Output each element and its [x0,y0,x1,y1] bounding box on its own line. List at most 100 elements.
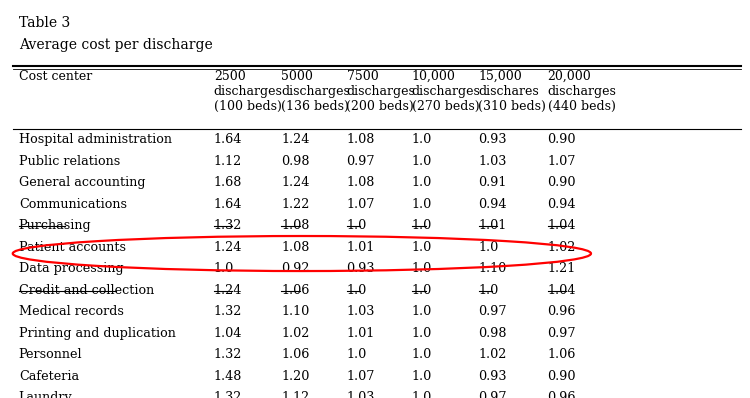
Text: 1.24: 1.24 [281,176,310,189]
Text: 1.0: 1.0 [412,262,432,275]
Text: 0.90: 0.90 [548,133,576,146]
Text: Public relations: Public relations [19,155,120,168]
Text: 1.03: 1.03 [346,305,375,318]
Text: 1.02: 1.02 [281,327,310,340]
Text: Purchasing: Purchasing [19,219,92,232]
Text: Laundry: Laundry [19,391,73,398]
Text: 0.90: 0.90 [548,370,576,383]
Text: 1.02: 1.02 [478,348,507,361]
Text: 1.0: 1.0 [478,241,499,254]
Text: Hospital administration: Hospital administration [19,133,172,146]
Text: 1.02: 1.02 [548,241,576,254]
Text: 1.04: 1.04 [548,284,576,297]
Text: 0.90: 0.90 [548,176,576,189]
Text: 1.08: 1.08 [346,133,375,146]
Text: Medical records: Medical records [19,305,124,318]
Text: 5000: 5000 [281,70,314,83]
Text: 1.0: 1.0 [412,198,432,211]
Text: 1.0: 1.0 [412,305,432,318]
Text: (200 beds): (200 beds) [346,100,414,113]
Text: 1.12: 1.12 [281,391,310,398]
Text: 0.97: 0.97 [346,155,375,168]
Text: discharges: discharges [548,85,616,98]
Text: 7500: 7500 [346,70,378,83]
Text: 1.04: 1.04 [214,327,242,340]
Text: 1.0: 1.0 [412,348,432,361]
Text: General accounting: General accounting [19,176,146,189]
Text: 1.0: 1.0 [412,176,432,189]
Text: 1.0: 1.0 [412,327,432,340]
Text: 1.01: 1.01 [478,219,507,232]
Text: 1.06: 1.06 [281,348,310,361]
Text: 1.64: 1.64 [214,198,242,211]
Text: (440 beds): (440 beds) [548,100,615,113]
Text: 1.24: 1.24 [214,284,242,297]
Text: 1.03: 1.03 [478,155,507,168]
Text: 15,000: 15,000 [478,70,522,83]
Text: Printing and duplication: Printing and duplication [19,327,176,340]
Text: 1.10: 1.10 [281,305,310,318]
Text: 1.64: 1.64 [214,133,242,146]
Text: 1.12: 1.12 [214,155,242,168]
Text: 1.0: 1.0 [214,262,234,275]
Text: 0.98: 0.98 [281,155,310,168]
Text: 10,000: 10,000 [412,70,456,83]
Text: discharges: discharges [214,85,283,98]
Text: 0.92: 0.92 [281,262,310,275]
Text: 20,000: 20,000 [548,70,591,83]
Text: 1.0: 1.0 [346,348,367,361]
Text: 1.08: 1.08 [281,241,310,254]
Text: 1.0: 1.0 [412,219,432,232]
Text: 1.06: 1.06 [281,284,310,297]
Text: 0.94: 0.94 [478,198,507,211]
Text: 1.07: 1.07 [346,198,375,211]
Text: 1.01: 1.01 [346,241,375,254]
Text: Communications: Communications [19,198,127,211]
Text: 2500: 2500 [214,70,245,83]
Text: Average cost per discharge: Average cost per discharge [19,38,212,52]
Text: 1.20: 1.20 [281,370,310,383]
Text: Cost center: Cost center [19,70,92,83]
Text: Credit and collection: Credit and collection [19,284,154,297]
Text: 1.32: 1.32 [214,391,242,398]
Text: 1.0: 1.0 [346,284,367,297]
Text: 1.10: 1.10 [478,262,507,275]
Text: Cafeteria: Cafeteria [19,370,79,383]
Text: 1.32: 1.32 [214,219,242,232]
Text: 1.24: 1.24 [214,241,242,254]
Text: 0.93: 0.93 [478,370,507,383]
Text: 1.01: 1.01 [346,327,375,340]
Text: discharges: discharges [346,85,416,98]
Text: 0.93: 0.93 [478,133,507,146]
Text: 1.0: 1.0 [412,370,432,383]
Text: 1.04: 1.04 [548,219,576,232]
Text: Data processing: Data processing [19,262,123,275]
Text: 0.93: 0.93 [346,262,375,275]
Text: 1.0: 1.0 [412,284,432,297]
Text: 0.96: 0.96 [548,305,576,318]
Text: 1.32: 1.32 [214,305,242,318]
Text: Personnel: Personnel [19,348,82,361]
Text: 0.94: 0.94 [548,198,576,211]
Text: 1.03: 1.03 [346,391,375,398]
Text: (136 beds): (136 beds) [281,100,349,113]
Text: discharges: discharges [281,85,350,98]
Text: Patient accounts: Patient accounts [19,241,126,254]
Text: dischares: dischares [478,85,539,98]
Text: 1.0: 1.0 [412,133,432,146]
Text: 0.98: 0.98 [478,327,507,340]
Text: 1.0: 1.0 [412,391,432,398]
Text: 1.07: 1.07 [346,370,375,383]
Text: 1.68: 1.68 [214,176,242,189]
Text: 0.97: 0.97 [548,327,576,340]
Text: 0.96: 0.96 [548,391,576,398]
Text: 1.22: 1.22 [281,198,310,211]
Text: 1.0: 1.0 [346,219,367,232]
Text: 1.0: 1.0 [412,155,432,168]
Text: (310 beds): (310 beds) [478,100,546,113]
Text: 1.08: 1.08 [346,176,375,189]
Text: 1.06: 1.06 [548,348,576,361]
Text: 1.32: 1.32 [214,348,242,361]
Text: 1.0: 1.0 [478,284,499,297]
Text: 1.07: 1.07 [548,155,576,168]
